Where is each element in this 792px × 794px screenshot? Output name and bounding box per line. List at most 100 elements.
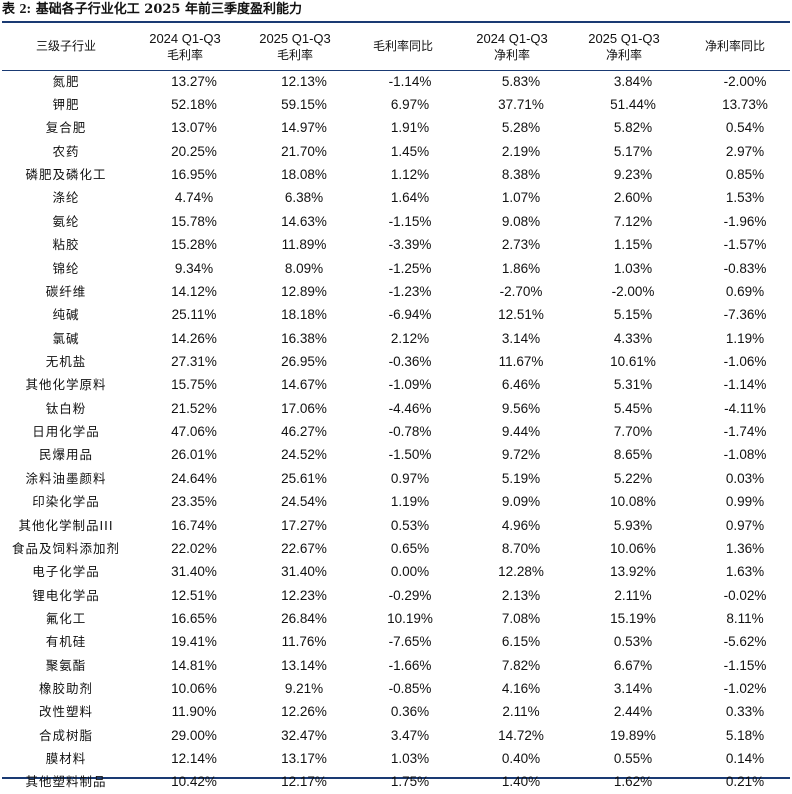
subindustry-cell: 涂料油墨颜料 — [25, 470, 107, 486]
gross-margin-yoy-cell: 0.53% — [390, 517, 430, 533]
gross-margin-2024-cell: 24.64% — [171, 470, 217, 486]
header-2025-net-margin: 2025 Q1-Q3 净利率 — [588, 30, 660, 62]
subindustry-cell: 其他化学原料 — [25, 377, 107, 393]
gross-margin-2024-cell: 16.74% — [171, 517, 217, 533]
gross-margin-2024-cell: 11.90% — [171, 704, 217, 720]
header-row: 三级子行业 2024 Q1-Q3 毛利率 2025 Q1-Q3 毛利率 毛利率同比 … — [2, 23, 790, 70]
gross-margin-2025-cell: 12.17% — [281, 774, 327, 790]
table-row: 有机硅 19.41% 11.76% -7.65% 6.15% 0.53% -5.62% — [2, 631, 790, 654]
net-margin-yoy-cell: 0.54% — [725, 120, 765, 136]
gross-margin-2025-cell: 11.76% — [281, 634, 327, 650]
caption-title: 基础各子行业化工 2025 年前三季度盈利能力 — [35, 2, 302, 17]
subindustry-cell: 氟化工 — [45, 610, 87, 626]
table-row: 改性塑料 11.90% 12.26% 0.36% 2.11% 2.44% 0.33% — [2, 701, 790, 724]
table-row: 无机盐 27.31% 26.95% -0.36% 11.67% 10.61% -1.06% — [2, 350, 790, 373]
table-row: 日用化学品 47.06% 46.27% -0.78% 9.44% 7.70% -1.74% — [2, 420, 790, 443]
net-margin-2024-cell: 9.44% — [501, 424, 541, 440]
gross-margin-yoy-cell: 1.19% — [390, 494, 430, 510]
subindustry-cell: 民爆用品 — [38, 447, 93, 463]
subindustry-cell: 膜材料 — [45, 751, 87, 767]
table-row: 锂电化学品 12.51% 12.23% -0.29% 2.13% 2.11% -0.02% — [2, 584, 790, 607]
subindustry-cell: 涤纶 — [52, 190, 80, 206]
net-margin-2025-cell: 5.22% — [613, 470, 653, 486]
subindustry-cell: 氮肥 — [52, 73, 80, 89]
table-row: 涤纶 4.74% 6.38% 1.64% 1.07% 2.60% 1.53% — [2, 187, 790, 210]
net-margin-2025-cell: 2.60% — [613, 190, 653, 206]
gross-margin-yoy-cell: 1.45% — [390, 143, 430, 159]
header-net-margin-yoy: 净利率同比 — [704, 39, 765, 53]
net-margin-2024-cell: 9.72% — [501, 447, 541, 463]
gross-margin-2025-cell: 22.67% — [281, 540, 327, 556]
gross-margin-yoy-cell: -6.94% — [388, 307, 432, 323]
net-margin-2024-cell: 2.73% — [501, 237, 541, 253]
gross-margin-2025-cell: 12.89% — [281, 283, 327, 299]
net-margin-2025-cell: 4.33% — [613, 330, 653, 346]
net-margin-yoy-cell: 2.97% — [725, 143, 765, 159]
table-row: 聚氨酯 14.81% 13.14% -1.66% 7.82% 6.67% -1.15% — [2, 654, 790, 677]
table-row: 农药 20.25% 21.70% 1.45% 2.19% 5.17% 2.97% — [2, 140, 790, 163]
net-margin-2024-cell: 12.28% — [498, 564, 544, 580]
table-row: 纯碱 25.11% 18.18% -6.94% 12.51% 5.15% -7.36% — [2, 304, 790, 327]
gross-margin-yoy-cell: 0.36% — [390, 704, 430, 720]
table-row: 氨纶 15.78% 14.63% -1.15% 9.08% 7.12% -1.96% — [2, 210, 790, 233]
subindustry-cell: 粘胶 — [52, 237, 80, 253]
net-margin-2025-cell: 0.53% — [613, 634, 653, 650]
gross-margin-2025-cell: 17.27% — [281, 517, 327, 533]
gross-margin-yoy-cell: -1.25% — [388, 260, 432, 276]
table-row: 电子化学品 31.40% 31.40% 0.00% 12.28% 13.92% 1.63% — [2, 561, 790, 584]
net-margin-2024-cell: 7.08% — [501, 610, 541, 626]
gross-margin-2025-cell: 26.84% — [281, 610, 327, 626]
gross-margin-2025-cell: 11.89% — [281, 237, 327, 253]
net-margin-yoy-cell: 0.03% — [725, 470, 765, 486]
top-rule — [2, 21, 790, 23]
header-rule — [2, 70, 790, 71]
net-margin-yoy-cell: 1.19% — [725, 330, 765, 346]
net-margin-2025-cell: 2.11% — [614, 587, 652, 603]
gross-margin-2024-cell: 22.02% — [171, 540, 217, 556]
subindustry-cell: 钛白粉 — [45, 400, 87, 416]
net-margin-yoy-cell: -1.14% — [723, 377, 767, 393]
gross-margin-yoy-cell: 0.65% — [390, 540, 430, 556]
gross-margin-2024-cell: 14.81% — [171, 657, 217, 673]
net-margin-2025-cell: 10.08% — [610, 494, 656, 510]
table-row: 合成树脂 29.00% 32.47% 3.47% 14.72% 19.89% 5.18% — [2, 724, 790, 747]
net-margin-2024-cell: 6.15% — [501, 634, 541, 650]
table-row: 橡胶助剂 10.06% 9.21% -0.85% 4.16% 3.14% -1.02% — [2, 677, 790, 700]
net-margin-yoy-cell: -1.06% — [723, 353, 767, 369]
gross-margin-2025-cell: 16.38% — [281, 330, 327, 346]
net-margin-2025-cell: 7.12% — [613, 213, 653, 229]
table-row: 涂料油墨颜料 24.64% 25.61% 0.97% 5.19% 5.22% 0.03% — [2, 467, 790, 490]
subindustry-cell: 氯碱 — [52, 330, 80, 346]
net-margin-yoy-cell: 0.97% — [725, 517, 765, 533]
subindustry-cell: 纯碱 — [52, 307, 80, 323]
net-margin-2024-cell: 12.51% — [498, 307, 544, 323]
net-margin-yoy-cell: -5.62% — [723, 634, 767, 650]
net-margin-2024-cell: 9.56% — [501, 400, 541, 416]
net-margin-2024-cell: 11.67% — [498, 353, 544, 369]
subindustry-cell: 碳纤维 — [45, 283, 87, 299]
subindustry-cell: 有机硅 — [45, 634, 87, 650]
net-margin-yoy-cell: 0.21% — [725, 774, 765, 790]
net-margin-2024-cell: 8.38% — [501, 167, 541, 183]
gross-margin-yoy-cell: -1.09% — [388, 377, 432, 393]
table-row: 钛白粉 21.52% 17.06% -4.46% 9.56% 5.45% -4.11% — [2, 397, 790, 420]
net-margin-yoy-cell: -1.15% — [723, 657, 767, 673]
gross-margin-2025-cell: 6.38% — [284, 190, 324, 206]
gross-margin-yoy-cell: 2.12% — [390, 330, 430, 346]
gross-margin-2024-cell: 12.51% — [171, 587, 217, 603]
table-row: 印染化学品 23.35% 24.54% 1.19% 9.09% 10.08% 0.99% — [2, 490, 790, 513]
net-margin-2025-cell: 7.70% — [613, 424, 653, 440]
net-margin-yoy-cell: 1.36% — [725, 540, 765, 556]
gross-margin-2024-cell: 14.12% — [171, 283, 217, 299]
net-margin-2024-cell: 14.72% — [498, 727, 544, 743]
net-margin-yoy-cell: 0.14% — [725, 751, 765, 767]
header-2024-net-margin: 2024 Q1-Q3 净利率 — [476, 30, 548, 62]
gross-margin-2024-cell: 14.26% — [171, 330, 217, 346]
gross-margin-2024-cell: 27.31% — [171, 353, 217, 369]
gross-margin-2024-cell: 25.11% — [171, 307, 217, 323]
net-margin-yoy-cell: -1.08% — [723, 447, 767, 463]
net-margin-2024-cell: 5.19% — [501, 470, 541, 486]
gross-margin-2025-cell: 24.52% — [281, 447, 327, 463]
gross-margin-yoy-cell: -4.46% — [388, 400, 432, 416]
gross-margin-2025-cell: 31.40% — [281, 564, 327, 580]
